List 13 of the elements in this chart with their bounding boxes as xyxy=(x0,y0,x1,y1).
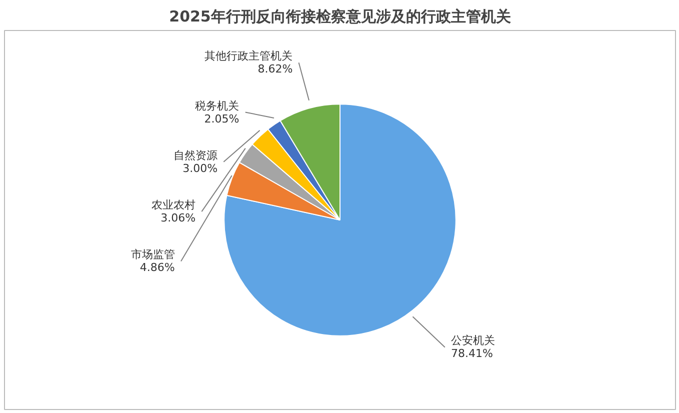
slice-label: 公安机关 xyxy=(450,334,495,348)
data-label: 4.86% xyxy=(140,261,175,274)
data-label: 3.00% xyxy=(182,162,218,175)
slice-label: 农业农村 xyxy=(152,198,196,212)
data-label: 8.62% xyxy=(258,62,293,76)
slice-label: 自然资源 xyxy=(174,148,218,162)
slice-label: 其他行政主管机关 xyxy=(204,50,293,63)
slice-label: 税务机关 xyxy=(195,99,240,112)
data-label: 78.41% xyxy=(450,347,493,360)
data-label: 2.05% xyxy=(204,112,240,126)
slice-label: 市场监管 xyxy=(130,248,175,262)
data-label: 3.06% xyxy=(160,212,196,225)
chart-title: 2025年行刑反向衔接检察意见涉及的行政主管机关 xyxy=(169,8,511,26)
